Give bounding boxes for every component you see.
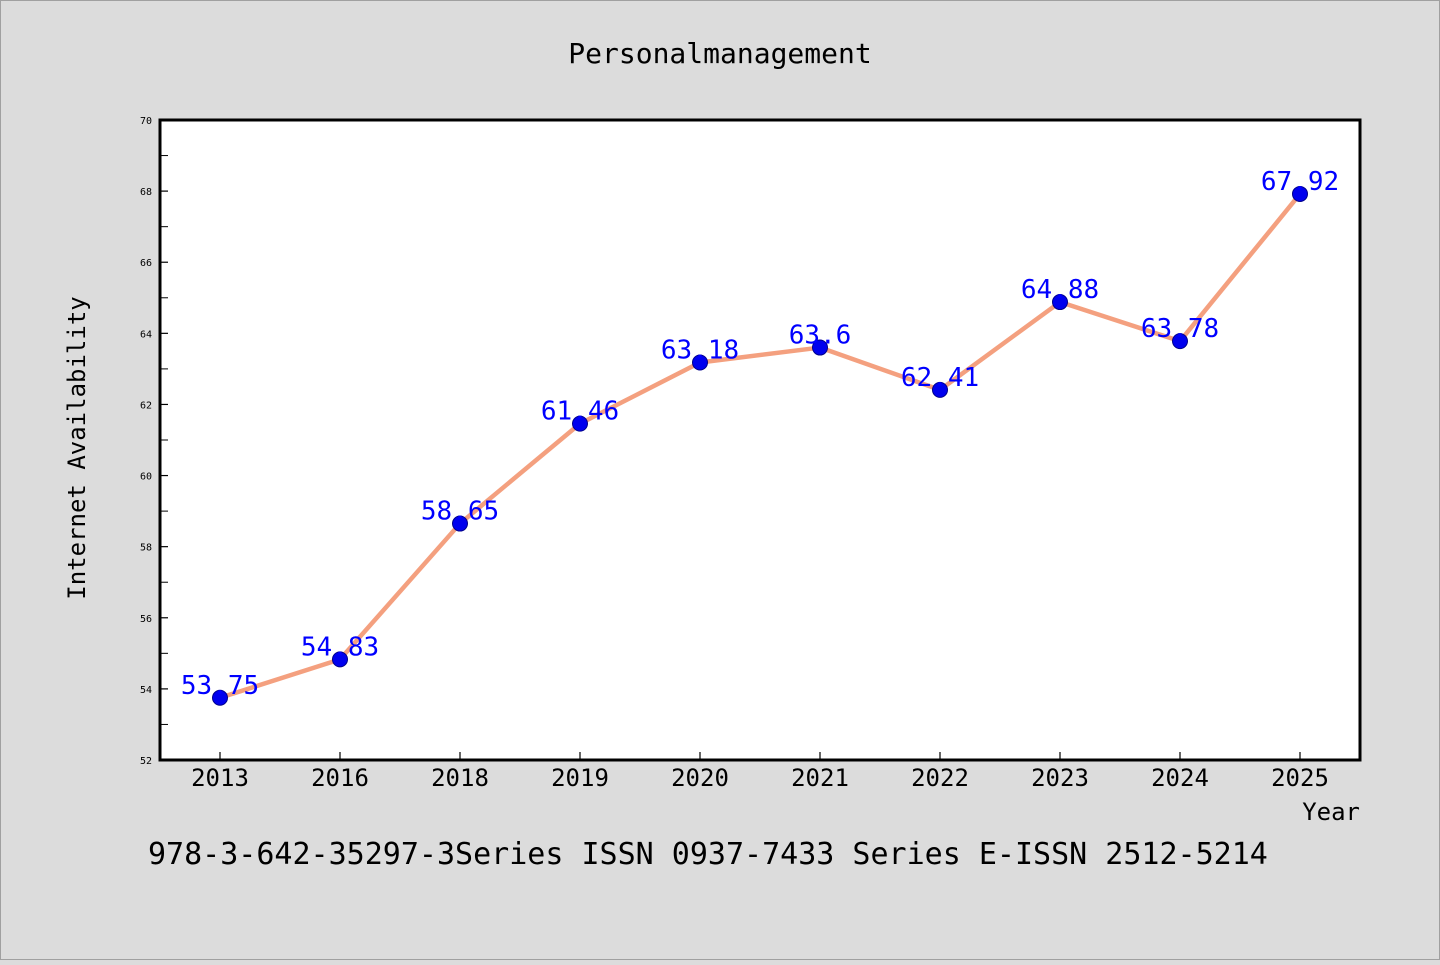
data-point (572, 415, 588, 432)
y-tick-label: 62 (140, 400, 152, 411)
y-axis: 52 54 56 58 60 62 64 66 68 70 (140, 116, 168, 767)
y-tick-label: 68 (140, 187, 152, 198)
data-point (692, 354, 708, 371)
x-tick-label: 2025 (1271, 764, 1329, 792)
x-tick-label: 2013 (191, 764, 249, 792)
x-tick-label: 2023 (1031, 764, 1089, 792)
x-tick-label: 2022 (911, 764, 969, 792)
y-tick-label: 56 (140, 614, 152, 625)
data-point (332, 651, 348, 668)
chart-title: Personalmanagement (568, 37, 871, 70)
series-layer (212, 185, 1308, 706)
data-point (452, 515, 468, 532)
data-label: 61.46 (541, 397, 619, 427)
series-line (217, 191, 1303, 701)
x-axis-label: Year (1302, 798, 1360, 826)
data-label: 63.78 (1141, 314, 1219, 344)
plot-area (158, 118, 1362, 762)
data-label: 63.6 (789, 321, 852, 351)
x-tick-label: 2024 (1151, 764, 1209, 792)
x-tick-label: 2016 (311, 764, 369, 792)
data-point (1052, 294, 1068, 311)
data-point (812, 339, 828, 356)
data-point (932, 381, 948, 398)
x-axis: 2013 2016 2018 2019 2020 2021 2022 2023 2024 2025 (191, 752, 1329, 792)
y-tick-label: 52 (140, 756, 152, 767)
x-tick-label: 2019 (551, 764, 609, 792)
x-tick-label: 2020 (671, 764, 729, 792)
data-point (212, 689, 228, 706)
y-tick-label: 64 (140, 329, 152, 340)
data-label: 62.41 (901, 363, 979, 393)
data-point (1172, 333, 1188, 350)
y-tick-label: 60 (140, 472, 152, 483)
data-label: 67.92 (1261, 167, 1339, 197)
data-label: 64.88 (1021, 275, 1099, 305)
y-tick-label: 66 (140, 258, 152, 269)
x-tick-label: 2021 (791, 764, 849, 792)
data-label: 63.18 (661, 335, 739, 365)
data-point (1292, 185, 1308, 202)
data-labels: 53.75 54.83 58.65 61.46 63.18 63.6 62.41 64.88 6… (181, 167, 1339, 701)
footer-citation: 978-3-642-35297-3Series ISSN 0937-7433 S… (148, 837, 1268, 872)
y-tick-label: 54 (140, 685, 152, 696)
y-axis-label: Internet Availability (63, 296, 91, 599)
x-tick-label: 2018 (431, 764, 489, 792)
y-tick-label: 58 (140, 543, 152, 554)
data-label: 58.65 (421, 497, 499, 527)
data-label: 53.75 (181, 671, 259, 701)
data-label: 54.83 (301, 632, 379, 662)
y-tick-label: 70 (140, 116, 152, 127)
